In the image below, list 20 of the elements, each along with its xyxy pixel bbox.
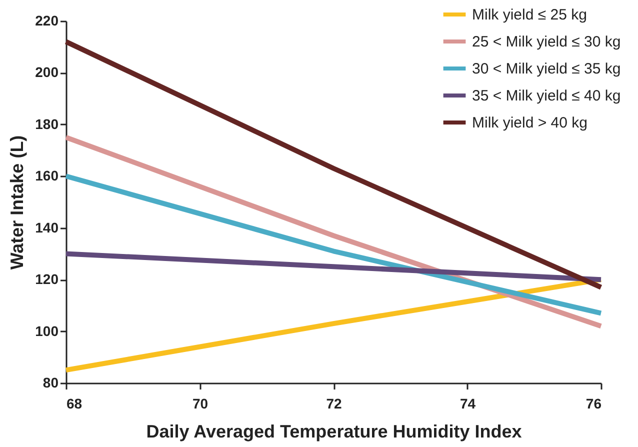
x-tick-label: 76 bbox=[586, 396, 602, 412]
y-tick-label: 220 bbox=[35, 12, 59, 28]
y-tick-label: 120 bbox=[35, 271, 59, 288]
x-axis-title: Daily Averaged Temperature Humidity Index bbox=[146, 422, 522, 442]
y-tick-label: 160 bbox=[35, 168, 59, 184]
legend-label: Milk yield ≤ 25 kg bbox=[472, 6, 587, 24]
y-axis-title: Water Intake (L) bbox=[7, 135, 28, 270]
y-tick-label: 180 bbox=[35, 116, 59, 132]
legend-label: 35 < Milk yield ≤ 40 kg bbox=[472, 88, 621, 104]
y-tick-label: 100 bbox=[35, 322, 59, 339]
y-tick-label: 200 bbox=[35, 64, 59, 80]
y-tick-label: 80 bbox=[42, 374, 59, 390]
legend-label: Milk yield > 40 kg bbox=[472, 114, 588, 132]
legend-label: 30 < Milk yield ≤ 35 kg bbox=[472, 60, 621, 78]
legend-label: 25 < Milk yield ≤ 30 kg bbox=[472, 34, 621, 50]
x-tick-label: 68 bbox=[66, 396, 82, 412]
x-tick-label: 72 bbox=[326, 396, 342, 412]
x-tick-label: 74 bbox=[460, 396, 476, 412]
y-tick-label: 140 bbox=[35, 219, 59, 236]
x-tick-label: 70 bbox=[192, 396, 208, 412]
